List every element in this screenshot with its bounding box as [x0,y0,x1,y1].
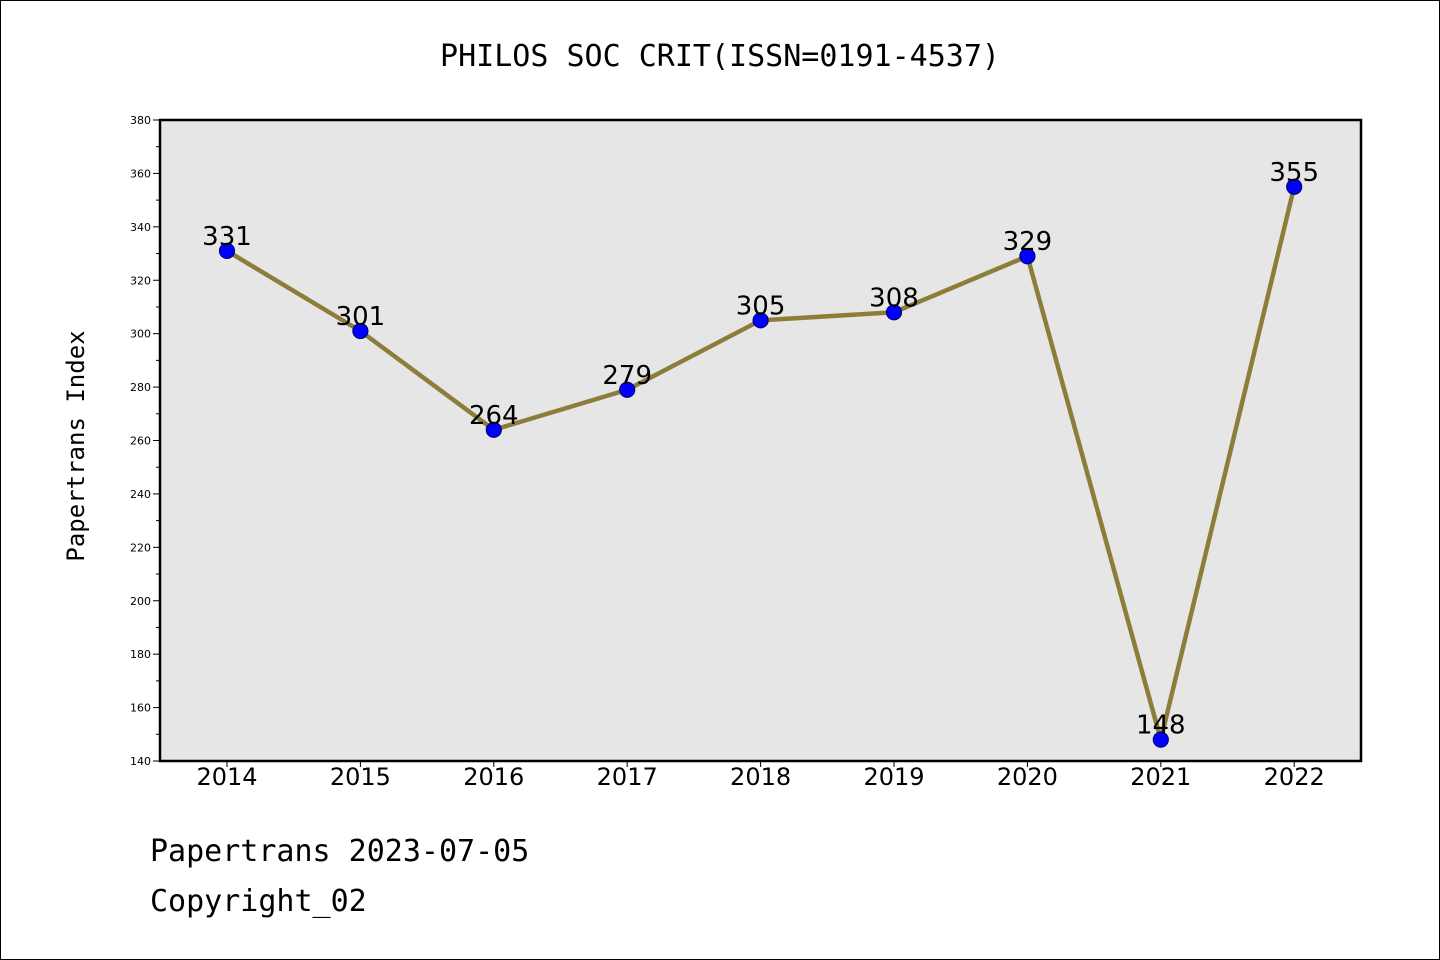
y-tick-label: 300 [130,328,151,341]
y-tick-label: 280 [130,381,151,394]
x-tick-label: 2021 [1130,763,1191,791]
y-tick-label: 320 [130,274,151,287]
data-point-marker [752,312,769,329]
data-markers [218,178,1303,748]
y-tick-label: 240 [130,488,151,501]
plot-border [158,118,1363,763]
data-point-marker [352,322,369,340]
data-point-marker [1152,731,1169,748]
data-label: 279 [602,361,652,391]
x-tick-label: 2020 [997,763,1058,791]
data-label: 305 [736,291,786,321]
x-tick-label: 2015 [330,763,391,791]
y-tick-label: 220 [130,541,151,554]
y-tick-label: 160 [130,702,151,715]
data-point-marker [218,242,236,259]
y-axis-label: Papertrans Index [62,330,90,561]
data-label: 308 [869,283,919,313]
x-tick-label: 2019 [863,763,924,791]
data-point-marker [619,381,636,398]
x-tick-label: 2018 [730,763,791,791]
data-label: 355 [1269,158,1319,188]
y-tick-label: 180 [130,648,151,661]
y-tick-label: 200 [130,595,151,608]
data-label: 301 [336,302,386,332]
x-axis: 2014 2015 2016 2017 2018 2019 2020 2021 2022 [196,761,1325,791]
y-axis: 140 160 180 200 220 240 260 280 300 320 340 360 380 [130,114,160,768]
data-label: 148 [1136,711,1186,741]
data-point-marker [485,421,502,438]
data-labels: 331 301 264 279 305 308 329 148 355 [202,158,1319,741]
x-tick-label: 2016 [463,763,524,791]
data-point-marker [885,304,903,321]
y-tick-label: 260 [130,435,151,448]
x-tick-label: 2022 [1264,763,1325,791]
plot-area [160,120,1361,761]
footer-date: Papertrans 2023-07-05 [150,834,530,869]
data-point-marker [1286,178,1303,195]
data-label: 264 [469,401,519,431]
footer-copyright: Copyright_02 [150,884,367,919]
y-tick-label: 140 [130,755,151,768]
x-tick-label: 2017 [597,763,658,791]
y-tick-label: 360 [130,167,151,180]
data-label: 329 [1003,227,1053,257]
x-tick-label: 2014 [196,763,257,791]
data-point-marker [1019,248,1036,265]
data-label: 331 [202,222,252,252]
y-tick-label: 380 [130,114,151,127]
y-tick-label: 340 [130,221,151,234]
chart-title: PHILOS SOC CRIT(ISSN=0191-4537) [440,39,1000,74]
